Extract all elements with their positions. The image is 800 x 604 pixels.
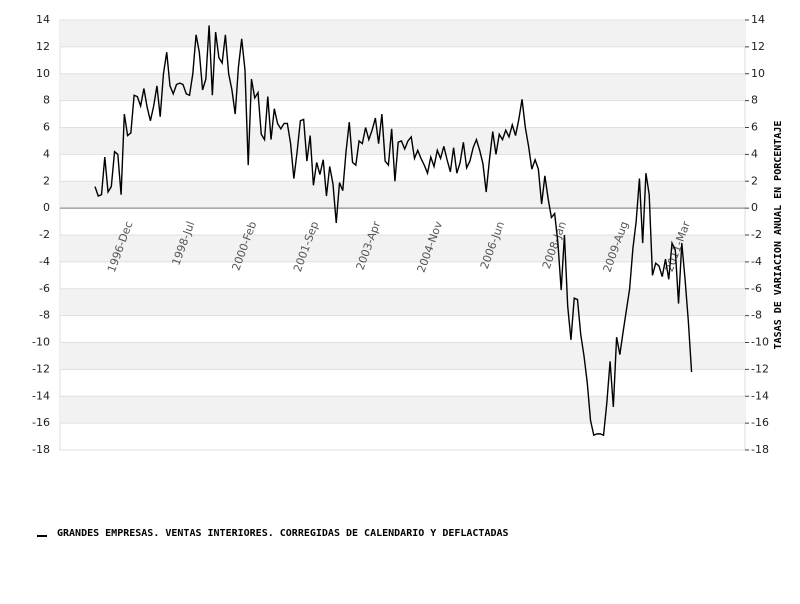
y2-tick-label: 12 <box>751 40 765 53</box>
grid-band <box>60 181 745 209</box>
grid-band <box>60 288 745 316</box>
y-tick-label: 4 <box>43 147 50 160</box>
y2-tick-label: 8 <box>751 94 758 107</box>
grid-band <box>60 20 745 47</box>
grid-band <box>60 342 745 370</box>
y2-tick-label: -8 <box>751 309 762 322</box>
y-tick-label: 0 <box>43 201 50 214</box>
y-tick-label: 14 <box>36 13 50 26</box>
y2-tick-label: -6 <box>751 282 762 295</box>
y-tick-label: -12 <box>32 362 50 375</box>
y-tick-label: -2 <box>39 228 50 241</box>
grid-band <box>60 396 745 424</box>
y-tick-label: -8 <box>39 309 50 322</box>
y2-tick-label: -4 <box>751 255 762 268</box>
y-tick-label: -18 <box>32 443 50 456</box>
y-tick-label: 2 <box>43 174 50 187</box>
grid-band <box>60 127 745 155</box>
y-tick-label: 8 <box>43 94 50 107</box>
y2-tick-label: 6 <box>751 121 758 134</box>
y2-tick-label: -16 <box>751 416 769 429</box>
y-tick-label: -16 <box>32 416 50 429</box>
legend-label: GRANDES EMPRESAS. VENTAS INTERIORES. COR… <box>57 528 509 539</box>
y2-tick-label: -10 <box>751 336 769 349</box>
y2-tick-label: 4 <box>751 147 758 160</box>
y-tick-label: -6 <box>39 282 50 295</box>
y-tick-label: -14 <box>32 389 50 402</box>
y2-tick-label: 10 <box>751 67 765 80</box>
y-tick-label: 12 <box>36 40 50 53</box>
y-tick-label: 6 <box>43 121 50 134</box>
y2-tick-label: -12 <box>751 362 769 375</box>
y2-tick-label: 14 <box>751 13 765 26</box>
y-axis-title: TASAS DE VARIACION ANUAL EN PORCENTAJE <box>773 121 784 350</box>
y2-tick-label: 2 <box>751 174 758 187</box>
grid-band <box>60 235 745 262</box>
y2-tick-label: -2 <box>751 228 762 241</box>
y2-tick-label: 0 <box>751 201 758 214</box>
y2-tick-label: -18 <box>751 443 769 456</box>
y-tick-label: -4 <box>39 255 50 268</box>
y-tick-label: 10 <box>36 67 50 80</box>
data-line <box>94 25 693 437</box>
grid-band <box>60 73 745 101</box>
y2-tick-label: -14 <box>751 389 769 402</box>
y-tick-label: -10 <box>32 336 50 349</box>
